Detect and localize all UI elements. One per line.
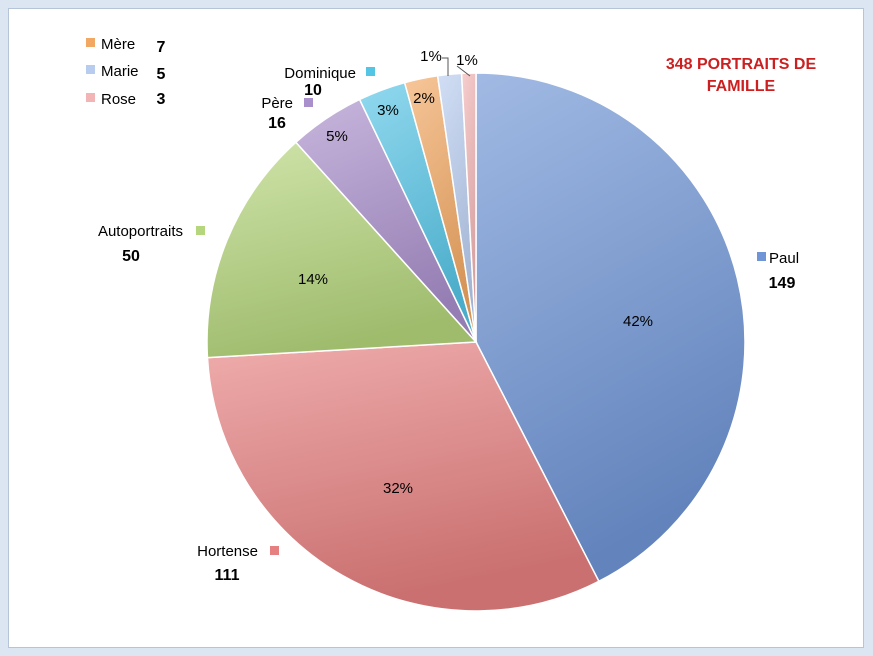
value-label-0: 149: [769, 275, 796, 292]
value-label-7: 3: [157, 91, 166, 108]
category-label-7: Rose: [101, 91, 136, 108]
category-label-1: Hortense: [197, 543, 258, 560]
percent-label-6: 1%: [420, 48, 442, 65]
category-label-3: Père: [261, 95, 293, 112]
pie-slice-paul: [475, 72, 746, 583]
category-label-4: Dominique: [284, 65, 356, 82]
leader-line-marie: [442, 57, 449, 76]
legend-swatch-2: [196, 226, 205, 235]
legend-swatch-0: [757, 252, 766, 261]
pie-slice-rose: [460, 72, 477, 343]
leader-line-rose: [456, 65, 471, 77]
category-label-6: Marie: [101, 63, 139, 80]
value-label-3: 16: [268, 115, 286, 132]
legend-swatch-5: [86, 38, 95, 47]
chart-title-line-1: 348 PORTRAITS DE: [666, 56, 817, 73]
percent-label-2: 14%: [298, 271, 328, 288]
chart-title-line-2: FAMILLE: [707, 78, 776, 95]
legend-swatch-6: [86, 65, 95, 74]
percent-label-3: 5%: [326, 128, 348, 145]
pie-slice-autoportraits: [206, 141, 478, 359]
value-label-6: 5: [157, 66, 166, 83]
percent-label-1: 32%: [383, 480, 413, 497]
value-label-1: 111: [215, 567, 240, 584]
percent-label-7: 1%: [456, 52, 478, 69]
value-label-5: 7: [157, 39, 166, 56]
legend-swatch-7: [86, 93, 95, 102]
percent-label-5: 2%: [413, 90, 435, 107]
category-label-2: Autoportraits: [98, 223, 183, 240]
percent-label-4: 3%: [377, 102, 399, 119]
legend-swatch-4: [366, 67, 375, 76]
value-label-4: 10: [304, 82, 322, 99]
legend-swatch-1: [270, 546, 279, 555]
percent-label-0: 42%: [623, 313, 653, 330]
category-label-5: Mère: [101, 36, 135, 53]
category-label-0: Paul: [769, 250, 799, 267]
value-label-2: 50: [122, 248, 140, 265]
pie-slice-hortense: [206, 341, 600, 612]
legend-swatch-3: [304, 98, 313, 107]
